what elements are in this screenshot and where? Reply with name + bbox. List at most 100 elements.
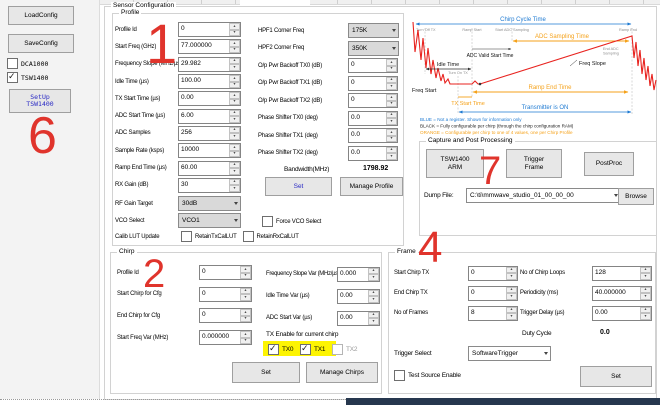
retain-rx-callut-row[interactable]: RetainRxCalLUT xyxy=(242,231,299,242)
spinner-down-icon[interactable] xyxy=(229,46,240,54)
dca1000-checkbox-row[interactable]: DCA1000 xyxy=(7,58,48,69)
chevron-down-icon[interactable] xyxy=(234,219,238,222)
spinner-down-icon[interactable] xyxy=(506,273,517,280)
spinner-down-icon[interactable] xyxy=(229,29,240,37)
save-config-button[interactable]: SaveConfig xyxy=(8,34,74,53)
spinner-down-icon[interactable] xyxy=(229,168,240,175)
spinner-down-icon[interactable] xyxy=(229,133,240,140)
start-chirp-tx-spinner[interactable]: 0 xyxy=(468,265,518,281)
freq-slope-var-spinner[interactable]: 0.000 xyxy=(337,266,380,282)
freq-slope-spinner[interactable]: 29.982 xyxy=(178,56,241,72)
tx-start-time-spinner[interactable]: 0.00 xyxy=(178,91,241,107)
postproc-button[interactable]: PostProc xyxy=(584,152,634,176)
vco-select-dropdown[interactable]: VCO1 xyxy=(178,213,241,228)
tx2-checkbox-row[interactable]: TX2 xyxy=(332,344,358,355)
load-config-button[interactable]: LoadConfig xyxy=(8,6,74,25)
adc-start-var-spinner[interactable]: 0.00 xyxy=(337,310,380,326)
chevron-down-icon[interactable] xyxy=(544,352,548,355)
browse-button[interactable]: Browse xyxy=(618,188,654,205)
trigger-frame-button[interactable]: Trigger Frame xyxy=(506,149,562,178)
hpf1-dropdown[interactable]: 175K xyxy=(348,23,399,39)
spinner-down-icon[interactable] xyxy=(240,272,251,280)
tsw1400-checkbox[interactable] xyxy=(7,71,18,83)
idle-time-spinner[interactable]: 100.00 xyxy=(178,74,241,90)
profile-id-spinner[interactable]: 0 xyxy=(178,22,241,38)
spinner-down-icon[interactable] xyxy=(368,318,379,325)
tx0-checkbox-row[interactable]: TX0 xyxy=(268,343,294,355)
test-source-checkbox[interactable] xyxy=(394,370,405,381)
chirp-set-button[interactable]: Set xyxy=(232,362,300,383)
setup-tsw1400-button[interactable]: SetUp TSW1400 xyxy=(9,89,71,113)
retain-tx-callut-checkbox[interactable] xyxy=(181,231,192,242)
phase-tx2-spinner[interactable]: 0.0 xyxy=(348,145,398,161)
spinner-down-icon[interactable] xyxy=(386,153,397,160)
spinner-down-icon[interactable] xyxy=(386,135,397,143)
spinner-down-icon[interactable] xyxy=(229,185,240,192)
spinner-down-icon[interactable] xyxy=(386,100,397,108)
trigger-select-dropdown[interactable]: SoftwareTrigger xyxy=(468,346,551,361)
test-source-row[interactable]: Test Source Enable xyxy=(394,370,461,381)
idle-time-var-spinner[interactable]: 0.00 xyxy=(337,288,380,304)
start-freq-spinner[interactable]: 77.000000 xyxy=(178,39,241,55)
trigger-delay-spinner[interactable]: 0.00 xyxy=(592,305,652,321)
dump-file-dropdown[interactable]: C:\ti\mmwave_studio_01_00_00_00 xyxy=(466,188,621,203)
chevron-down-icon[interactable] xyxy=(392,46,396,50)
periodicity-spinner[interactable]: 40.000000 xyxy=(592,285,652,301)
spinner-down-icon[interactable] xyxy=(386,118,397,125)
retain-rx-callut-checkbox[interactable] xyxy=(242,231,254,242)
end-chirp-tx-spinner[interactable]: 0 xyxy=(468,285,518,301)
chevron-down-icon[interactable] xyxy=(392,29,396,33)
frame-set-button[interactable]: Set xyxy=(580,366,652,387)
adc-samples-spinner[interactable]: 256 xyxy=(178,125,241,141)
spinner-down-icon[interactable] xyxy=(506,313,517,320)
spinner-down-icon[interactable] xyxy=(368,296,379,303)
backoff-tx2-spinner[interactable]: 0 xyxy=(348,93,398,109)
spinner-down-icon[interactable] xyxy=(386,83,397,90)
spinner-down-icon[interactable] xyxy=(229,81,240,89)
end-chirp-cfg-spinner[interactable]: 0 xyxy=(199,308,252,324)
chevron-down-icon[interactable] xyxy=(614,194,618,197)
tx1-checkbox-row[interactable]: TX1 xyxy=(300,343,326,355)
tsw1400-arm-button[interactable]: TSW1400 ARM xyxy=(426,149,484,178)
rx-gain-spinner[interactable]: 30 xyxy=(178,177,241,193)
spinner-down-icon[interactable] xyxy=(240,294,251,301)
tx1-checkbox[interactable] xyxy=(300,343,311,355)
chirp-profile-id-spinner[interactable]: 0 xyxy=(199,265,252,281)
chirp-loops-spinner[interactable]: 128 xyxy=(592,265,652,281)
spinner-down-icon[interactable] xyxy=(640,313,651,320)
tx0-checkbox[interactable] xyxy=(268,343,279,355)
spinner-down-icon[interactable] xyxy=(640,273,651,280)
tab-strip[interactable] xyxy=(100,0,660,5)
retain-tx-callut-row[interactable]: RetainTxCalLUT xyxy=(181,231,237,242)
phase-tx0-spinner[interactable]: 0.0 xyxy=(348,110,398,126)
no-of-frames-spinner[interactable]: 8 xyxy=(468,305,518,321)
ramp-end-time-spinner[interactable]: 60.00 xyxy=(178,160,241,176)
spinner-down-icon[interactable] xyxy=(229,116,240,123)
profile-set-button[interactable]: Set xyxy=(265,177,332,196)
sample-rate-spinner[interactable]: 10000 xyxy=(178,143,241,159)
phase-tx1-spinner[interactable]: 0.0 xyxy=(348,128,398,144)
tsw1400-checkbox-row[interactable]: TSW1400 xyxy=(7,71,48,83)
backoff-tx1-spinner[interactable]: 0 xyxy=(348,75,398,91)
backoff-tx0-spinner[interactable]: 0 xyxy=(348,58,398,74)
force-vco-select-row[interactable]: Force VCO Select xyxy=(262,216,321,227)
tx2-checkbox[interactable] xyxy=(332,344,343,355)
spinner-down-icon[interactable] xyxy=(229,64,240,71)
adc-start-time-spinner[interactable]: 6.00 xyxy=(178,108,241,124)
hpf2-dropdown[interactable]: 350K xyxy=(348,40,399,56)
spinner-down-icon[interactable] xyxy=(386,65,397,73)
spinner-down-icon[interactable] xyxy=(368,274,379,281)
spinner-down-icon[interactable] xyxy=(240,337,251,345)
spinner-down-icon[interactable] xyxy=(240,315,251,323)
manage-profile-button[interactable]: Manage Profile xyxy=(340,177,403,196)
dca1000-checkbox[interactable] xyxy=(7,58,18,69)
manage-chirps-button[interactable]: Manage Chirps xyxy=(306,362,378,383)
start-chirp-cfg-spinner[interactable]: 0 xyxy=(199,286,252,302)
chevron-down-icon[interactable] xyxy=(234,202,238,205)
tab-strip-active[interactable] xyxy=(240,0,310,5)
spinner-down-icon[interactable] xyxy=(229,98,240,106)
spinner-down-icon[interactable] xyxy=(506,293,517,300)
force-vco-checkbox[interactable] xyxy=(262,216,273,227)
spinner-down-icon[interactable] xyxy=(640,293,651,300)
spinner-down-icon[interactable] xyxy=(229,150,240,158)
